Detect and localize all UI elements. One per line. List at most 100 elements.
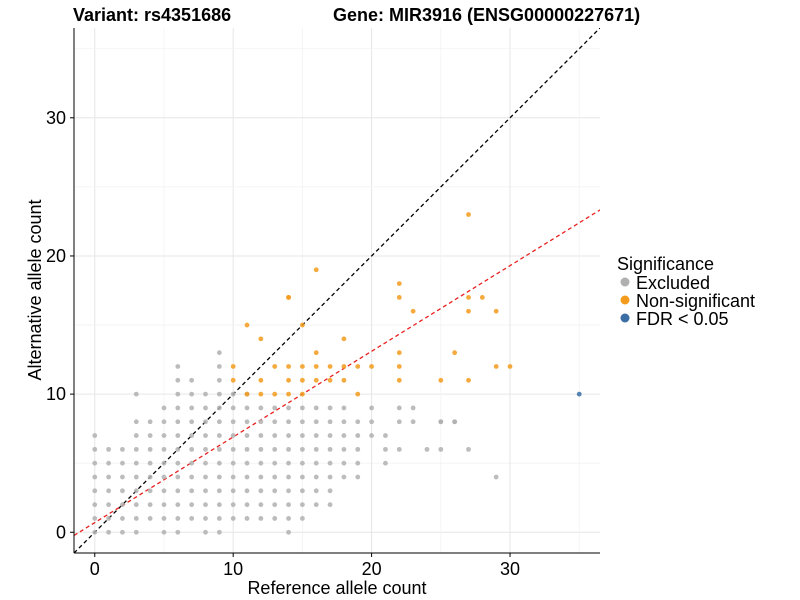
point-excluded [203, 446, 208, 452]
point-excluded [147, 460, 153, 466]
point-excluded [230, 460, 236, 466]
point-excluded [438, 446, 444, 452]
point-excluded [313, 433, 319, 438]
reference-lines [74, 28, 600, 553]
point-excluded [216, 405, 222, 411]
point-excluded [258, 460, 264, 466]
point-excluded [161, 433, 167, 438]
point-non-significant [244, 322, 250, 328]
point-excluded [327, 502, 333, 508]
point-non-significant [258, 336, 264, 342]
point-excluded [161, 474, 167, 480]
point-excluded [286, 433, 291, 438]
point-excluded [258, 405, 264, 411]
point-non-significant [299, 364, 305, 369]
point-excluded [286, 474, 291, 480]
point-non-significant [438, 377, 444, 383]
point-excluded [341, 405, 347, 411]
point-excluded [424, 446, 430, 452]
point-excluded [341, 460, 347, 466]
point-excluded [258, 502, 264, 508]
point-excluded [92, 460, 98, 466]
point-excluded [216, 474, 222, 480]
point-excluded [216, 529, 222, 535]
point-excluded [244, 405, 250, 411]
point-excluded [106, 502, 112, 508]
x-tick-label: 0 [90, 559, 100, 579]
point-non-significant [299, 377, 305, 383]
point-excluded [175, 364, 181, 369]
point-excluded [106, 474, 112, 480]
point-excluded [189, 460, 195, 466]
title-variant: Variant: rs4351686 [73, 5, 231, 25]
y-tick-label: 10 [46, 384, 66, 404]
point-excluded [147, 502, 153, 508]
point-excluded [175, 405, 181, 411]
point-excluded [286, 446, 291, 452]
point-non-significant [493, 364, 499, 369]
point-excluded [133, 516, 139, 521]
point-excluded [396, 419, 402, 425]
point-excluded [175, 446, 181, 452]
point-excluded [106, 516, 112, 521]
point-excluded [216, 446, 222, 452]
point-excluded [299, 446, 305, 452]
point-excluded [189, 516, 195, 521]
point-non-significant [396, 377, 402, 383]
point-excluded [313, 474, 319, 480]
point-non-significant [244, 391, 250, 397]
point-excluded [216, 364, 222, 369]
point-excluded [341, 433, 347, 438]
point-excluded [147, 516, 153, 521]
point-non-significant [327, 364, 333, 369]
point-excluded [120, 474, 125, 480]
point-non-significant [452, 350, 458, 356]
point-excluded [244, 474, 250, 480]
point-excluded [189, 502, 195, 508]
point-excluded [189, 488, 195, 494]
point-non-significant [341, 364, 347, 369]
point-excluded [161, 405, 167, 411]
point-excluded [175, 529, 181, 535]
point-excluded [147, 488, 153, 494]
point-excluded [230, 405, 236, 411]
point-excluded [230, 433, 236, 438]
point-excluded [299, 419, 305, 425]
point-non-significant [369, 364, 375, 369]
point-non-significant [272, 391, 278, 397]
point-excluded [230, 391, 236, 397]
point-non-significant [479, 295, 485, 300]
point-excluded [286, 488, 291, 494]
point-excluded [230, 446, 236, 452]
point-excluded [355, 446, 361, 452]
point-excluded [133, 488, 139, 494]
point-excluded [175, 419, 181, 425]
point-excluded [216, 433, 222, 438]
point-excluded [313, 446, 319, 452]
point-excluded [133, 460, 139, 466]
point-excluded [244, 433, 250, 438]
point-excluded [203, 405, 208, 411]
point-excluded [161, 460, 167, 466]
x-axis-label: Reference allele count [247, 578, 426, 598]
point-excluded [258, 419, 264, 425]
point-excluded [299, 405, 305, 411]
point-excluded [327, 405, 333, 411]
point-excluded [92, 446, 98, 452]
legend-title: Significance [617, 254, 714, 274]
point-excluded [147, 419, 153, 425]
point-excluded [258, 488, 264, 494]
point-excluded [120, 488, 125, 494]
x-tick-label: 10 [223, 559, 243, 579]
point-excluded [133, 446, 139, 452]
point-excluded [189, 474, 195, 480]
point-excluded [189, 405, 195, 411]
point-fdr-0-05 [576, 391, 582, 397]
point-excluded [410, 419, 416, 425]
point-excluded [272, 516, 278, 521]
x-tick-label: 30 [500, 559, 520, 579]
point-excluded [175, 391, 181, 397]
point-excluded [272, 488, 278, 494]
point-excluded [258, 433, 264, 438]
